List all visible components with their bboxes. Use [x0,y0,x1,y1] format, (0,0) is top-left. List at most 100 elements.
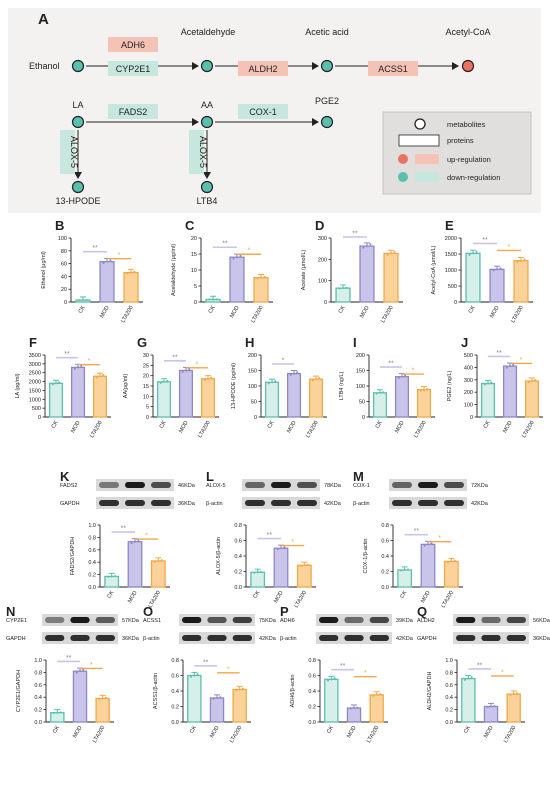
protein-box-alox5-b [189,130,204,174]
y-tick-label-c-0: 0 [194,300,197,306]
data-dot-m-2-0 [446,561,449,564]
protein-box-cox1 [238,104,288,119]
node-label-ltb4: LTB4 [197,196,218,206]
x-tick-label-q-1: MOD [483,725,495,739]
node-label-ethanol: Ethanol [29,61,60,71]
legend-protein-icon [398,134,440,147]
sig-stars-o-0: ** [203,659,209,666]
blot-kda-label-m-1: 42KDa [471,501,489,507]
data-dot-g-0-1 [163,380,165,383]
data-dot-b-0-1 [82,299,84,302]
y-tick-label-o-1: 0.2 [171,705,179,711]
bar-i-ck [372,392,388,418]
blot-kda-label-q-0: 56KDa [533,618,550,624]
data-dot-m-2-1 [450,560,453,563]
bar-j-mod [502,365,518,418]
sig-stars-m-0: ** [414,528,420,535]
y-axis-label-l: ALOX-5/β-actin [216,537,222,575]
panel-label-f: F [29,335,37,350]
metabolite-pge2 [320,115,334,129]
bar-j-lta200 [524,380,540,418]
x-tick-label-c-0: CK [208,305,217,315]
bar-q-mod [483,705,499,723]
blot-kda-label-n-1: 36KDa [122,636,140,642]
data-dot-c-2-0 [256,277,259,280]
data-dot-g-2-0 [203,378,206,381]
protein-label-cox1: COX-1 [249,107,277,117]
y-tick-label-l-4: 0.8 [234,523,242,529]
x-tick-label-f-0: CK [51,420,60,430]
blot-kda-label-p-0: 39KDa [396,618,414,624]
x-tick-label-g-1: MOD [178,420,190,434]
data-dot-p-0-0 [327,679,330,682]
protein-label-adh6: ADH6 [121,40,145,50]
data-dot-q-1-2 [493,705,496,708]
x-tick-label-d-1: MOD [359,305,371,319]
sig-stars-o-1: * [227,666,230,673]
bar-h-ck [264,381,280,418]
panel-label-m: M [353,469,364,484]
x-tick-label-e-1: MOD [489,305,501,319]
data-dot-m-1-0 [423,544,426,547]
blot-band-p-1-1 [344,635,364,641]
x-tick-label-c-1: MOD [229,305,241,319]
x-tick-label-c-2: LTA200 [250,305,264,324]
protein-label-alox5-b: ALOX-5 [198,136,208,168]
blot-band-l-1-1 [271,500,291,506]
y-tick-label-n-3: 0.6 [34,683,42,689]
x-tick-label-p-1: MOD [346,725,358,739]
blot-band-q-0-0 [456,617,476,623]
y-tick-label-h-4: 200 [248,353,257,359]
data-dot-m-1-1 [427,543,429,546]
blot-kda-label-k-1: 36KDa [178,501,196,507]
blot-band-k-0-0 [99,482,119,488]
sig-stars-i-0: ** [388,361,394,368]
data-dot-f-0-0 [51,383,54,386]
x-tick-label-d-0: CK [338,305,347,315]
bar-o-lta200 [232,688,247,723]
data-dot-f-0-2 [58,381,61,384]
bar-e-mod [489,268,505,303]
diagram-legend: metabolites proteins up-regulation down-… [382,111,532,195]
legend-down-circle-icon [398,172,408,182]
y-tick-label-d-1: 100 [318,279,327,285]
blot-kda-label-l-1: 42KDa [324,501,342,507]
data-dot-m-0-2 [407,568,410,571]
data-dot-j-2-2 [534,378,537,381]
data-dot-g-2-2 [210,376,213,379]
data-dot-k-1-1 [134,540,136,543]
y-tick-label-c-3: 15 [191,252,197,258]
bar-c-lta200 [253,277,269,303]
panel-label-a: A [38,11,49,28]
bar-p-mod [346,707,362,723]
legend-down-box-icon [415,172,439,182]
blot-band-k-1-1 [125,500,145,506]
data-dot-h-0-1 [271,381,273,384]
blot-band-l-0-2 [297,482,317,488]
data-dot-k-0-1 [110,575,113,578]
data-dot-q-2-1 [512,693,515,696]
blot-band-o-1-2 [232,635,252,641]
y-tick-label-e-2: 1000 [445,268,457,274]
sig-stars-j-1: * [520,357,523,364]
data-dot-h-2-0 [311,379,314,382]
chart-panel-d: D 0 100 200 300 Acetate (μmol/L) CK MOD LTA200 ** [301,218,403,324]
data-dot-j-0-1 [487,382,489,385]
data-dot-k-0-2 [114,575,117,578]
sig-stars-e-0: ** [482,237,488,244]
data-dot-d-1-0 [362,246,365,249]
y-tick-label-f-3: 1500 [29,388,41,394]
bar-p-lta200 [369,694,384,723]
data-dot-e-2-0 [516,260,519,263]
data-dot-f-1-1 [77,366,79,369]
node-label-la: LA [72,100,83,110]
data-dot-e-1-0 [492,269,495,272]
blot-band-n-0-0 [45,617,65,623]
sig-stars-b-1: * [118,252,121,259]
y-tick-label-f-0: 0 [38,415,41,421]
